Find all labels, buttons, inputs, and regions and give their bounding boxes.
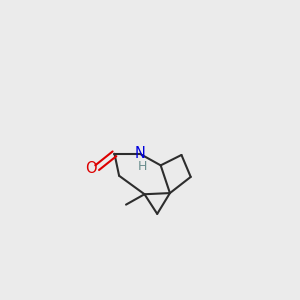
Text: N: N bbox=[134, 146, 145, 161]
Text: O: O bbox=[85, 161, 97, 176]
Text: H: H bbox=[137, 160, 147, 173]
